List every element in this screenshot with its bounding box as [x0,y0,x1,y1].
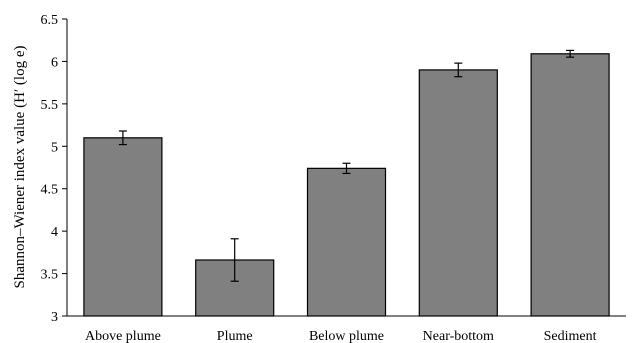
bar [306,167,387,317]
bar [530,53,610,317]
x-category-label: Near-bottom [423,329,494,343]
y-tick-label: 6.5 [41,13,59,28]
error-bar [566,49,575,58]
y-tick-label: 4.5 [41,183,59,198]
bars [83,53,610,317]
bar [418,69,498,317]
y-tick-label: 5.5 [41,98,59,113]
y-axis-title: Shannon–Wiener index value (H′ (log e) [12,45,28,288]
bar [83,137,163,317]
error-bar [118,130,127,146]
y-axis-ticks: 3 3.5 4 4.5 5 5.5 6 6.5 [41,13,67,325]
error-bar [342,162,351,175]
y-tick-label: 3 [51,310,58,325]
error-bars [118,49,575,282]
y-tick-label: 4 [51,225,58,240]
error-bar [230,238,239,282]
x-axis-labels: Above plume Plume Below plume Near-bottom Se… [85,329,597,343]
x-category-label: Plume [217,329,253,343]
y-tick-label: 6 [51,55,58,70]
y-tick-label: 5 [51,140,58,155]
x-category-label: Above plume [85,329,161,343]
x-category-label: Sediment [544,329,597,343]
y-tick-label: 3.5 [41,268,59,283]
error-bar [454,62,463,78]
x-category-label: Below plume [309,329,384,343]
